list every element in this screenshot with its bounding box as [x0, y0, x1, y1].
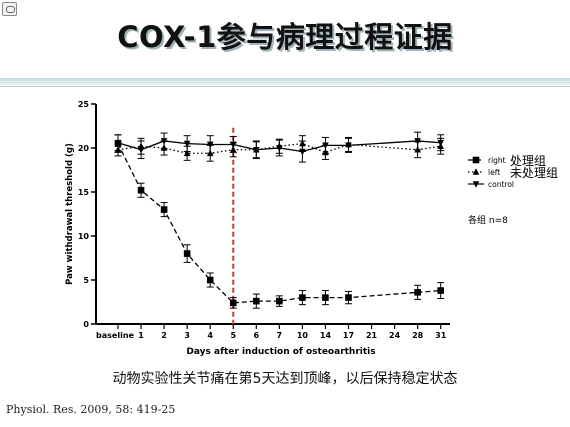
x-tick-label: 14 [320, 331, 332, 340]
x-tick-label: 7 [277, 331, 283, 340]
data-point-right [183, 250, 191, 257]
x-tick-label: 24 [389, 331, 401, 340]
legend-marker-control [472, 181, 480, 188]
legend-annotation-left: 未处理组 [510, 166, 558, 180]
data-point-right [160, 206, 168, 213]
data-point-control [253, 146, 260, 154]
data-point-control [322, 142, 329, 150]
data-point-control [137, 146, 145, 154]
paw-threshold-chart: 0 5 10 15 20 25 baseline 1 2 3 4 5 6 7 10 14 17 21 24 28 31 P… [65, 100, 558, 357]
y-tick-label: 10 [78, 232, 90, 241]
x-tick-label: 21 [366, 331, 378, 340]
data-point-control [276, 145, 283, 152]
data-point-control [299, 148, 306, 156]
series-line-right [117, 143, 441, 304]
y-tick-label: 5 [83, 276, 89, 285]
title-divider-band [0, 78, 570, 85]
y-tick-label: 25 [78, 100, 90, 109]
y-axis-title: Paw withdrawal threshold (g) [65, 143, 75, 285]
source-citation: Physiol. Res. 2009, 58: 419-25 [6, 403, 176, 416]
x-tick-label: 10 [297, 331, 309, 340]
data-point-control [160, 138, 168, 145]
data-point-control [414, 138, 421, 145]
data-point-control [183, 140, 191, 148]
title-divider-line [0, 86, 570, 87]
data-point-control [345, 142, 352, 150]
legend-label-left: left [488, 168, 500, 177]
data-point-right [322, 294, 329, 301]
data-point-right [206, 276, 214, 284]
data-point-right [437, 287, 444, 294]
x-tick-label: 5 [230, 331, 236, 340]
data-point-control [437, 139, 444, 147]
data-point-right [253, 297, 260, 305]
legend-marker-right [472, 156, 480, 164]
data-point-right [414, 289, 421, 296]
y-tick-label: 0 [83, 320, 89, 329]
x-tick-label: 28 [412, 331, 424, 340]
x-tick-label: 2 [161, 331, 167, 340]
data-point-right [229, 299, 237, 307]
slide-icon [2, 2, 17, 16]
data-point-control [229, 141, 237, 149]
data-point-right [276, 297, 283, 305]
sample-size-note: 各组 n=8 [468, 214, 508, 226]
data-point-control [206, 141, 214, 149]
x-tick-label: 31 [435, 331, 447, 340]
y-tick-label: 20 [78, 144, 90, 153]
x-tick-label: 1 [138, 331, 144, 340]
legend-label-right: right [488, 156, 506, 165]
data-point-right [137, 186, 145, 194]
data-point-right [345, 294, 352, 301]
legend-annotation-right: 处理组 [510, 154, 546, 168]
x-tick-label: 3 [184, 331, 190, 340]
data-point-left [183, 149, 191, 157]
slide-title: COX-1参与病理过程证据 [117, 20, 453, 54]
y-tick-label: 15 [78, 188, 90, 197]
data-point-right [299, 294, 306, 301]
x-tick-label: 4 [207, 331, 213, 340]
x-tick-label: baseline [96, 331, 134, 340]
x-tick-label: 17 [343, 331, 354, 340]
data-point-control [114, 139, 122, 147]
slide-caption: 动物实验性关节痛在第5天达到顶峰，以后保持稳定状态 [112, 371, 458, 387]
legend-marker-left [472, 168, 480, 175]
x-axis-title: Days after induction of osteoarthritis [186, 347, 375, 357]
legend-label-control: control [488, 180, 514, 189]
x-tick-label: 6 [254, 331, 260, 340]
